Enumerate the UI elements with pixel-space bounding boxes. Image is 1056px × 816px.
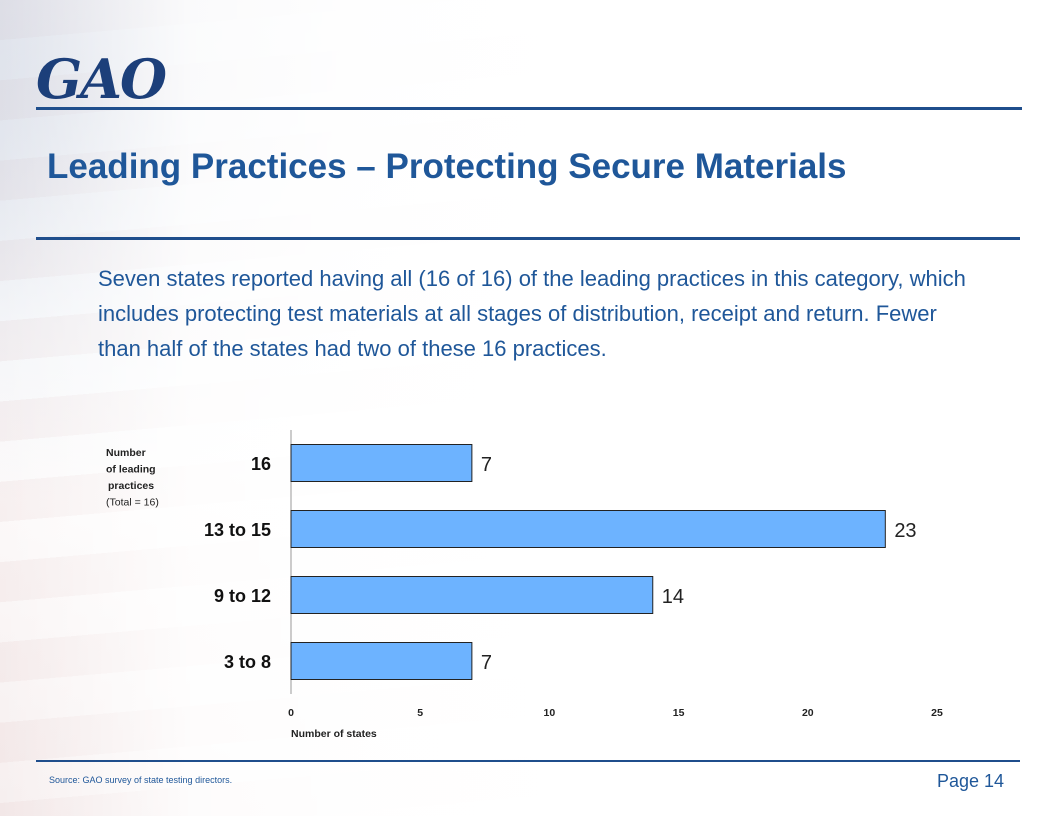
value-label: 7 [481, 652, 492, 674]
bar [290, 510, 886, 548]
category-label: 3 to 8 [224, 652, 271, 672]
x-tick-labels: 0 5 10 15 20 25 [288, 707, 943, 719]
x-tick-label: 5 [417, 707, 423, 719]
footer-rule [36, 760, 1020, 762]
y-axis-label: Number of leading practices (Total = 16) [106, 447, 159, 509]
y-axis-label-line: of leading [106, 464, 156, 476]
value-label: 23 [894, 520, 916, 542]
bar [290, 444, 473, 482]
x-tick-label: 15 [673, 707, 685, 719]
bars-group: 16 7 13 to 15 23 9 to 12 14 3 to 8 7 [204, 444, 917, 680]
summary-paragraph: Seven states reported having all (16 of … [98, 266, 966, 361]
x-tick-label: 0 [288, 707, 294, 719]
y-axis-label-line: (Total = 16) [106, 497, 159, 509]
x-tick-label: 10 [544, 707, 556, 719]
value-label: 7 [481, 454, 492, 476]
page-title: Leading Practices – Protecting Secure Ma… [47, 147, 847, 186]
gao-logo: GAO [36, 47, 167, 111]
title-rule [36, 237, 1020, 240]
category-label: 9 to 12 [214, 586, 271, 606]
category-label: 13 to 15 [204, 520, 271, 540]
header-rule [36, 107, 1022, 110]
value-label: 14 [662, 586, 684, 608]
page-number: Page 14 [937, 771, 1005, 791]
x-tick-label: 25 [931, 707, 943, 719]
y-axis-label-line: practices [108, 480, 154, 492]
category-label: 16 [251, 454, 271, 474]
x-axis-label: Number of states [291, 728, 377, 740]
bar [290, 642, 473, 680]
y-axis-label-line: Number [106, 447, 146, 459]
bar [290, 576, 654, 614]
source-note: Source: GAO survey of state testing dire… [49, 775, 233, 785]
x-tick-label: 20 [802, 707, 814, 719]
